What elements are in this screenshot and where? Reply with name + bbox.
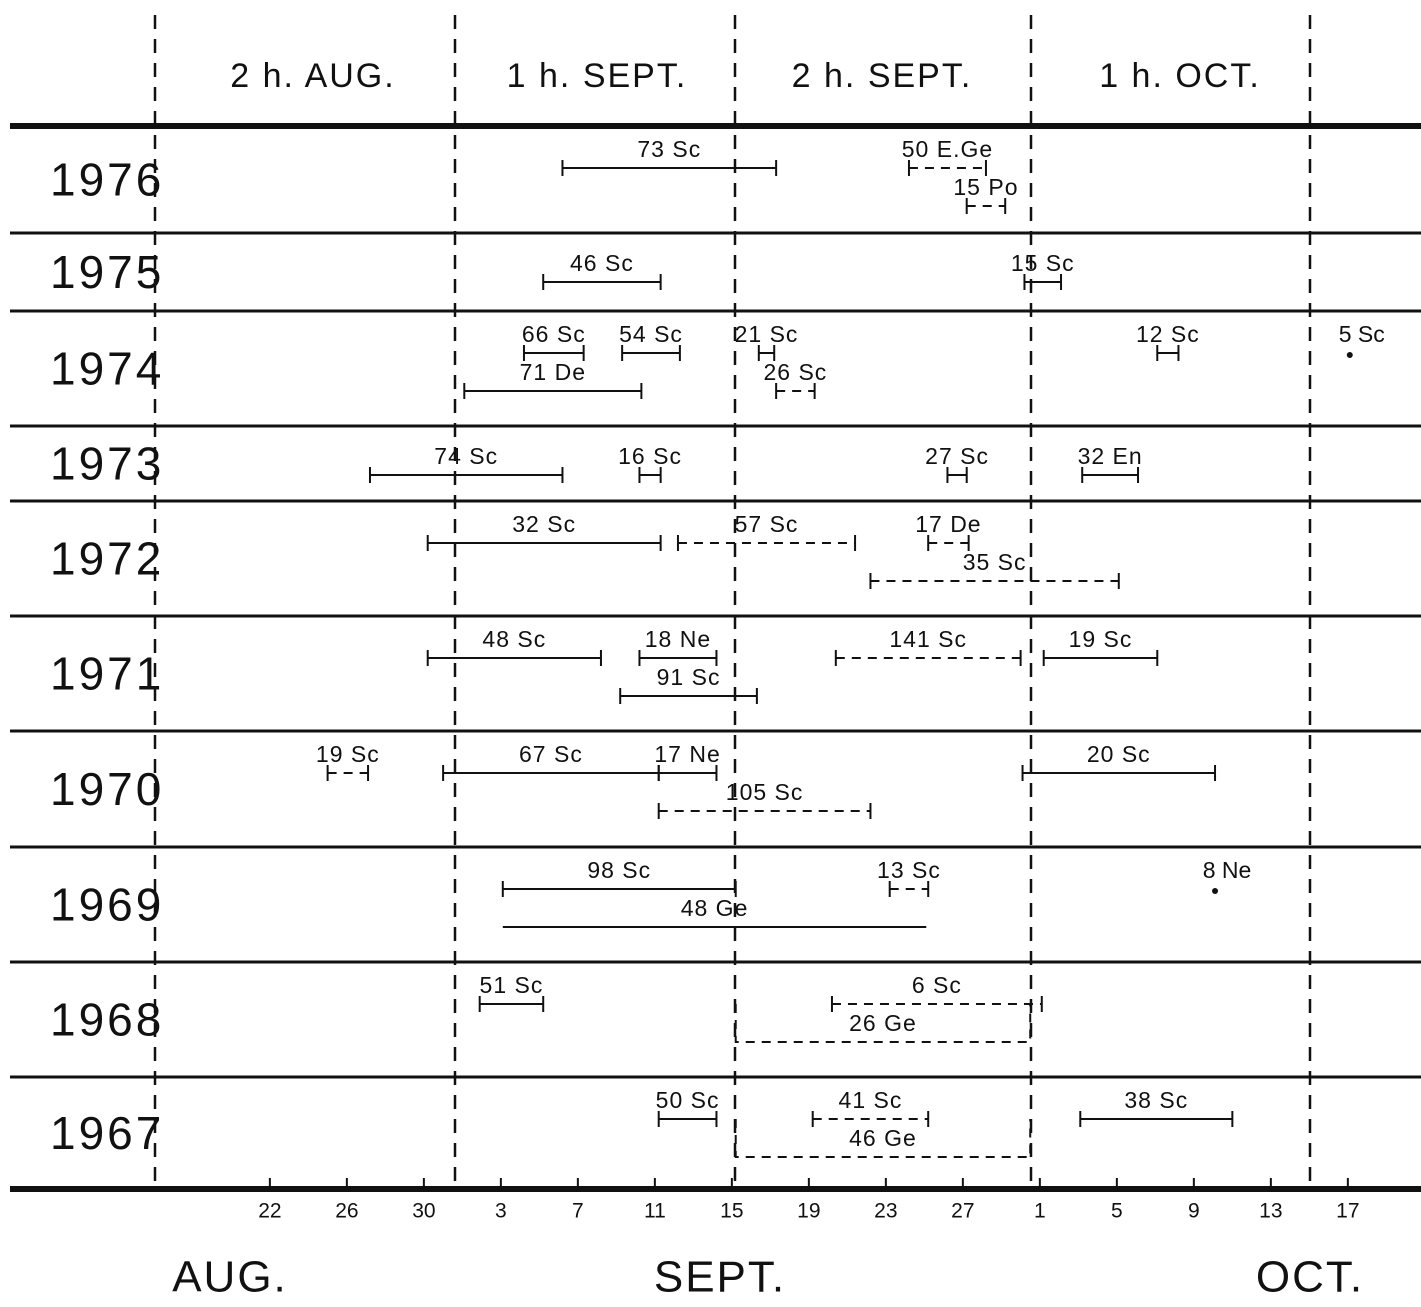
event-label: 48 Ge bbox=[681, 895, 749, 921]
period-label: 2 h. AUG. bbox=[230, 57, 395, 95]
event-label: 50 Sc bbox=[656, 1087, 720, 1113]
year-label: 1976 bbox=[50, 154, 164, 206]
month-label: OCT. bbox=[1256, 1253, 1364, 1302]
event-label: 66 Sc bbox=[522, 321, 586, 347]
year-label: 1973 bbox=[50, 438, 164, 490]
event-label: 54 Sc bbox=[619, 321, 683, 347]
event-label: 13 Sc bbox=[877, 857, 941, 883]
period-label: 1 h. OCT. bbox=[1099, 57, 1261, 95]
event-label: 51 Sc bbox=[480, 972, 544, 998]
x-tick-label: 26 bbox=[335, 1200, 358, 1223]
year-label: 1975 bbox=[50, 246, 164, 298]
x-tick-label: 19 bbox=[797, 1200, 820, 1223]
event-label: 16 Sc bbox=[618, 443, 682, 469]
event-label: 15 Sc bbox=[1011, 250, 1075, 276]
x-tick-label: 13 bbox=[1259, 1200, 1282, 1223]
event-label: 67 Sc bbox=[519, 741, 583, 767]
year-label: 1971 bbox=[50, 648, 164, 700]
month-label: AUG. bbox=[172, 1253, 288, 1302]
x-tick-label: 3 bbox=[495, 1200, 507, 1223]
event-label: 17 Ne bbox=[654, 741, 720, 767]
x-tick-label: 11 bbox=[644, 1200, 666, 1223]
event-label: 71 De bbox=[520, 359, 586, 385]
event-label: 74 Sc bbox=[434, 443, 498, 469]
period-label: 1 h. SEPT. bbox=[507, 57, 688, 95]
event-label: 20 Sc bbox=[1087, 741, 1151, 767]
event-label: 32 Sc bbox=[512, 511, 576, 537]
event-bracket bbox=[734, 1119, 1032, 1158]
year-label: 1974 bbox=[50, 343, 164, 395]
event-label: 38 Sc bbox=[1124, 1087, 1188, 1113]
year-label: 1967 bbox=[50, 1107, 164, 1159]
event-point bbox=[1346, 352, 1353, 358]
event-label: 21 Sc bbox=[735, 321, 799, 347]
event-label: 6 Sc bbox=[912, 972, 962, 998]
year-label: 1970 bbox=[50, 763, 164, 815]
event-label: 46 Sc bbox=[570, 250, 634, 276]
x-tick-label: 27 bbox=[951, 1200, 974, 1223]
x-tick-label: 9 bbox=[1188, 1200, 1200, 1223]
event-label: 105 Sc bbox=[726, 779, 804, 805]
year-label: 1969 bbox=[50, 879, 164, 931]
x-tick-label: 22 bbox=[258, 1200, 281, 1223]
event-label: 91 Sc bbox=[657, 664, 721, 690]
x-tick-label: 17 bbox=[1336, 1200, 1359, 1223]
period-label: 2 h. SEPT. bbox=[792, 57, 973, 95]
event-label: 32 En bbox=[1078, 443, 1143, 469]
event-label: 50 E.Ge bbox=[902, 136, 993, 162]
event-label: 57 Sc bbox=[735, 511, 799, 537]
month-label: SEPT. bbox=[654, 1253, 786, 1302]
event-label: 48 Sc bbox=[482, 626, 546, 652]
event-label: 18 Ne bbox=[645, 626, 711, 652]
x-tick-label: 15 bbox=[720, 1200, 743, 1223]
event-label: 26 Ge bbox=[849, 1010, 917, 1036]
year-label: 1972 bbox=[50, 533, 164, 585]
event-label: 17 De bbox=[915, 511, 981, 537]
event-label: 19 Sc bbox=[316, 741, 380, 767]
event-label: 141 Sc bbox=[889, 626, 967, 652]
event-label: 27 Sc bbox=[925, 443, 989, 469]
event-label: 98 Sc bbox=[587, 857, 651, 883]
event-label: 46 Ge bbox=[849, 1125, 917, 1151]
event-bracket bbox=[734, 1004, 1032, 1043]
event-label: 5 Sc bbox=[1339, 321, 1385, 347]
dividers bbox=[153, 15, 1312, 1189]
event-label: 15 Po bbox=[953, 174, 1018, 200]
x-tick-label: 5 bbox=[1111, 1200, 1123, 1223]
event-point bbox=[1212, 888, 1219, 894]
event-label: 73 Sc bbox=[637, 136, 701, 162]
year-label: 1968 bbox=[50, 994, 164, 1046]
event-label: 8 Ne bbox=[1203, 857, 1252, 883]
event-label: 41 Sc bbox=[839, 1087, 903, 1113]
x-tick-label: 7 bbox=[572, 1200, 584, 1223]
x-tick-label: 1 bbox=[1034, 1200, 1046, 1223]
event-label: 26 Sc bbox=[763, 359, 827, 385]
event-label: 35 Sc bbox=[963, 549, 1027, 575]
x-tick-label: 23 bbox=[874, 1200, 897, 1223]
event-label: 19 Sc bbox=[1069, 626, 1133, 652]
event-label: 12 Sc bbox=[1136, 321, 1200, 347]
x-tick-label: 30 bbox=[412, 1200, 435, 1223]
